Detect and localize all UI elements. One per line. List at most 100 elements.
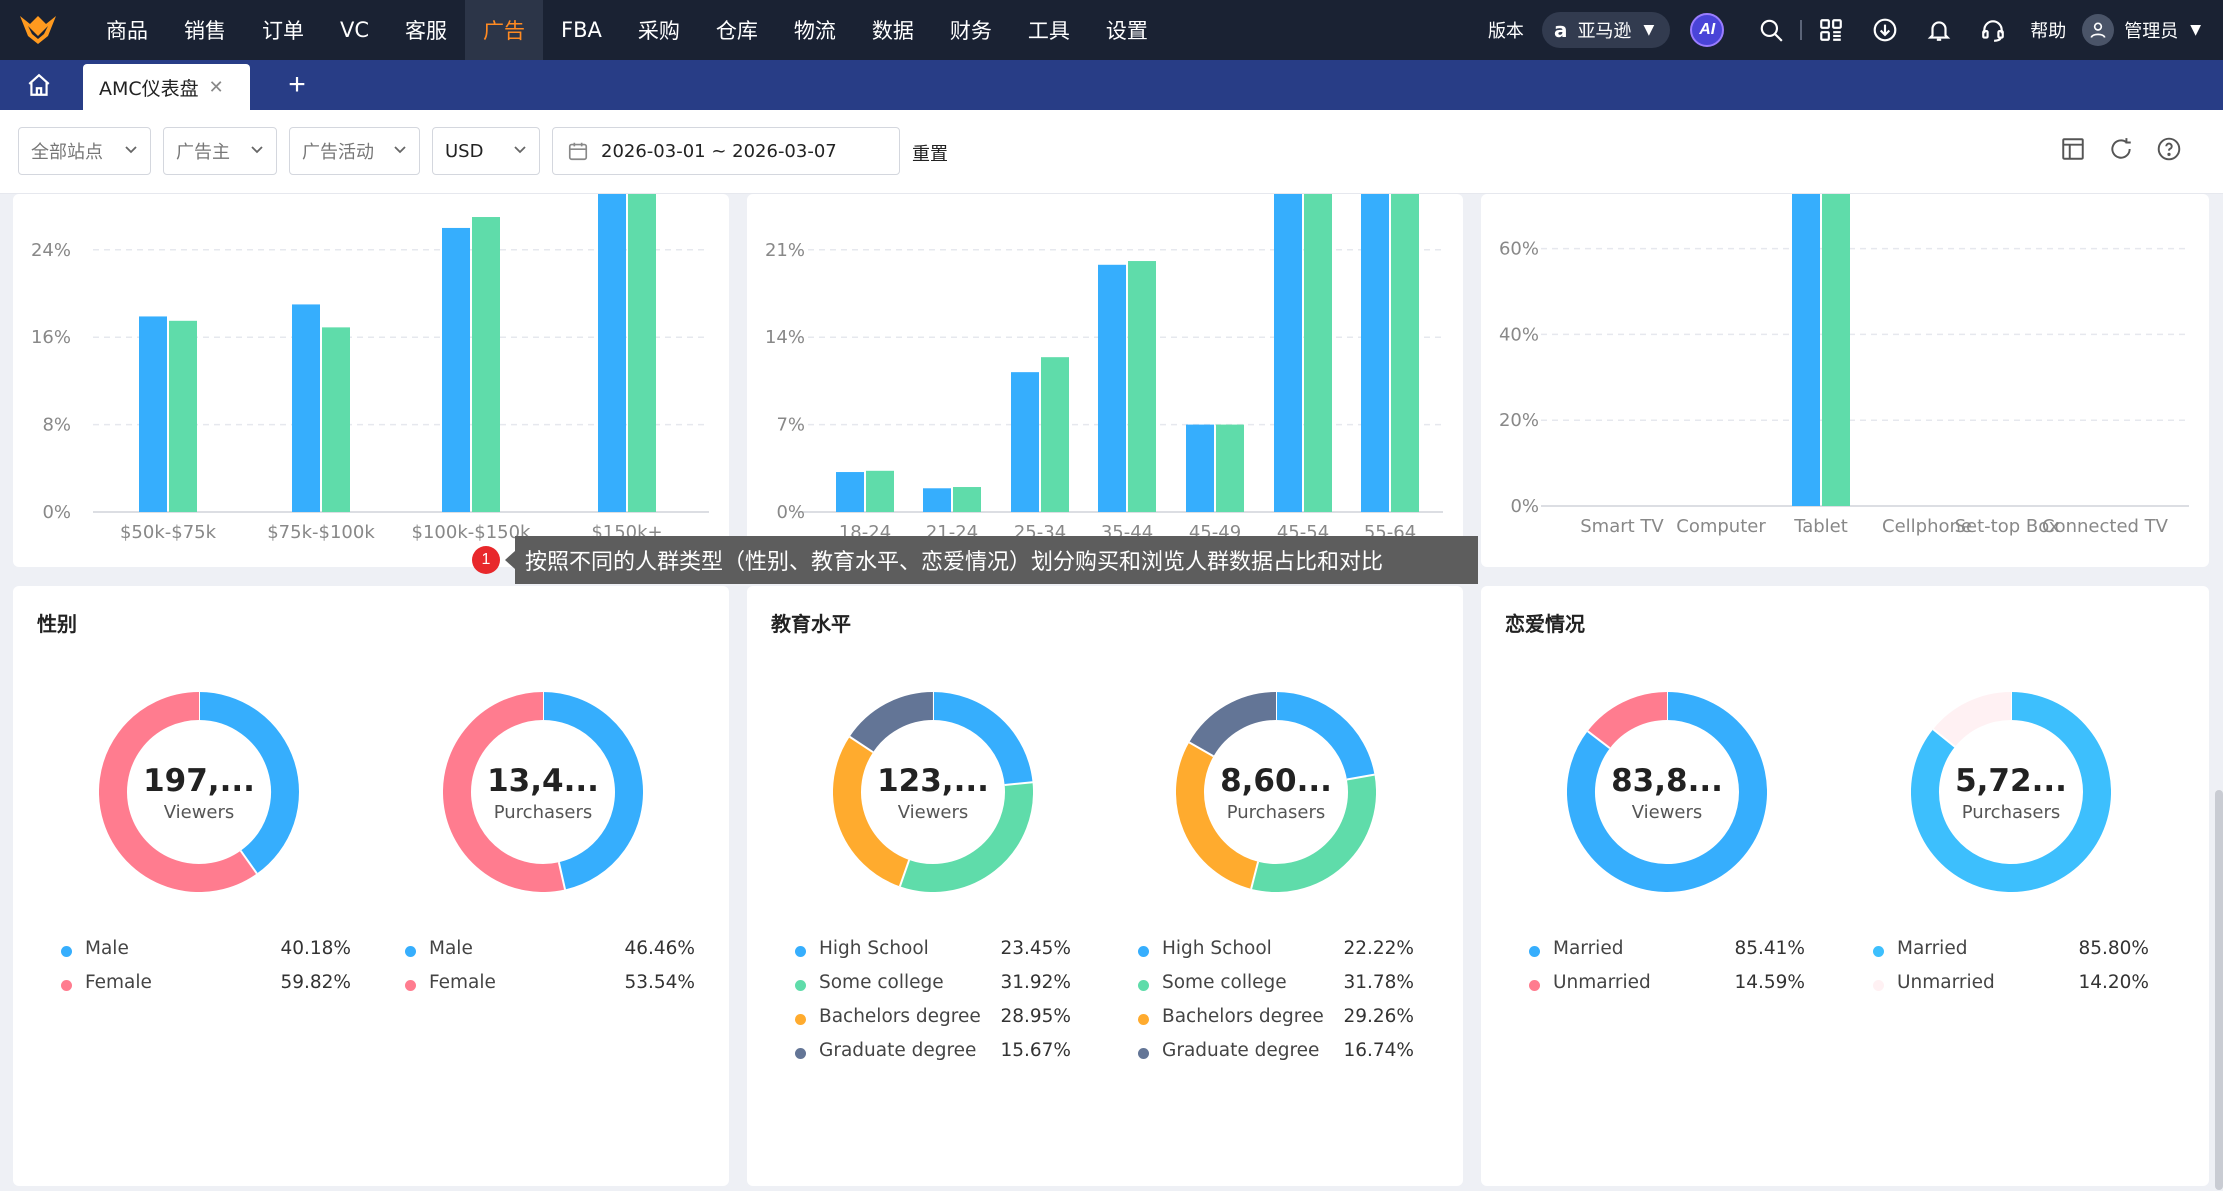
nav-item-ads[interactable]: 广告: [465, 0, 544, 60]
bar[interactable]: [1186, 424, 1214, 512]
bar[interactable]: [953, 487, 981, 512]
bar[interactable]: [836, 472, 864, 512]
donut-segment[interactable]: [1567, 692, 1767, 892]
relationship-purchasers-donut[interactable]: 5,72... Purchasers: [1911, 692, 2111, 892]
donut-segment[interactable]: [1176, 742, 1259, 889]
user-menu[interactable]: 管理员 ▼: [2082, 14, 2201, 46]
home-tab[interactable]: [0, 60, 78, 110]
site-select[interactable]: 全部站点: [18, 127, 151, 175]
campaign-select[interactable]: 广告活动: [289, 127, 420, 175]
nav-item-products[interactable]: 商品: [106, 19, 148, 43]
nav-item-fba[interactable]: FBA: [561, 18, 602, 42]
bar[interactable]: [1041, 357, 1069, 512]
close-icon[interactable]: ✕: [208, 76, 224, 98]
nav-item-purchase[interactable]: 采购: [637, 19, 680, 43]
logo[interactable]: [18, 12, 58, 48]
bar[interactable]: [1792, 194, 1820, 506]
donut-segment[interactable]: [99, 692, 257, 892]
bar[interactable]: [322, 327, 350, 512]
legend-item[interactable]: Unmarried 14.20%: [1873, 972, 2149, 1006]
legend-item[interactable]: Male 46.46%: [405, 938, 695, 972]
legend-item[interactable]: Female 59.82%: [61, 972, 351, 1006]
bar[interactable]: [472, 217, 500, 512]
legend-item[interactable]: Married 85.80%: [1873, 938, 2149, 972]
legend-item[interactable]: Graduate degree 16.74%: [1138, 1040, 1414, 1074]
donut-segment[interactable]: [542, 692, 643, 890]
nav-item-logistics[interactable]: 物流: [793, 19, 836, 43]
bar[interactable]: [139, 316, 167, 512]
bar[interactable]: [1304, 194, 1332, 512]
bar[interactable]: [1822, 194, 1850, 506]
tab-amc-dashboard[interactable]: AMC仪表盘 ✕: [83, 64, 250, 110]
advertiser-select[interactable]: 广告主: [163, 127, 277, 175]
legend-item[interactable]: Male 40.18%: [61, 938, 351, 972]
bar[interactable]: [169, 320, 197, 512]
bar[interactable]: [292, 304, 320, 512]
legend-item[interactable]: Bachelors degree 29.26%: [1138, 1006, 1414, 1040]
reset-button[interactable]: 重置: [912, 144, 948, 165]
bar[interactable]: [1274, 194, 1302, 512]
help-circle-icon[interactable]: [2145, 136, 2193, 162]
bar[interactable]: [923, 488, 951, 512]
education-purchasers-donut[interactable]: 8,60... Purchasers: [1176, 692, 1376, 892]
search-icon[interactable]: [1744, 0, 1798, 60]
bar[interactable]: [1098, 264, 1126, 512]
legend-item[interactable]: Some college 31.92%: [795, 972, 1071, 1006]
legend-item[interactable]: High School 23.45%: [795, 938, 1071, 972]
legend-item[interactable]: Female 53.54%: [405, 972, 695, 1006]
refresh-icon[interactable]: [2097, 136, 2145, 162]
donut-segment[interactable]: [932, 692, 1033, 786]
bar[interactable]: [1011, 372, 1039, 512]
donut-segment[interactable]: [849, 692, 934, 753]
nav-item-tools[interactable]: 工具: [1027, 19, 1070, 43]
legend-item[interactable]: High School 22.22%: [1138, 938, 1414, 972]
legend-item[interactable]: Some college 31.78%: [1138, 972, 1414, 1006]
donut-segment[interactable]: [1933, 692, 2012, 748]
nav-item-service[interactable]: 客服: [405, 19, 448, 43]
add-tab-button[interactable]: +: [288, 68, 306, 101]
legend-item[interactable]: Married 85.41%: [1529, 938, 1805, 972]
gender-viewers-donut[interactable]: 197,... Viewers: [99, 692, 299, 892]
marketplace-select[interactable]: a 亚马逊 ▼: [1541, 12, 1671, 48]
bar[interactable]: [1216, 424, 1244, 512]
legend-item[interactable]: Unmarried 14.59%: [1529, 972, 1805, 1006]
gender-purchasers-donut[interactable]: 13,4... Purchasers: [443, 692, 643, 892]
donut-segment[interactable]: [443, 692, 566, 892]
currency-select[interactable]: USD: [432, 127, 540, 175]
relationship-viewers-donut[interactable]: 83,8... Viewers: [1567, 692, 1767, 892]
bell-icon[interactable]: [1912, 0, 1966, 60]
donut-segment[interactable]: [1587, 692, 1668, 749]
layout-icon[interactable]: [2049, 136, 2097, 162]
bar[interactable]: [598, 194, 626, 512]
donut-segment[interactable]: [1189, 692, 1277, 757]
download-icon[interactable]: [1858, 0, 1912, 60]
help-link[interactable]: 帮助: [2030, 21, 2067, 42]
donut-segment[interactable]: [833, 736, 910, 887]
apps-grid-icon[interactable]: [1804, 0, 1858, 60]
education-viewers-donut[interactable]: 123,... Viewers: [833, 692, 1033, 892]
bar[interactable]: [628, 194, 656, 512]
bar[interactable]: [442, 227, 470, 512]
donut-segment[interactable]: [198, 692, 299, 874]
nav-item-sales[interactable]: 销售: [184, 19, 226, 43]
donut-segment[interactable]: [1275, 692, 1375, 780]
bar[interactable]: [1391, 194, 1419, 512]
bar[interactable]: [1361, 194, 1389, 512]
page-scrollbar[interactable]: [2215, 790, 2223, 1190]
headset-icon[interactable]: [1966, 0, 2020, 60]
nav-item-vc[interactable]: VC: [340, 18, 370, 42]
date-range-picker[interactable]: 2026-03-01 ~ 2026-03-07: [552, 127, 900, 175]
legend-item[interactable]: Bachelors degree 28.95%: [795, 1006, 1071, 1040]
legend-item[interactable]: Graduate degree 15.67%: [795, 1040, 1071, 1074]
bar[interactable]: [866, 470, 894, 512]
donut-segment[interactable]: [1251, 774, 1376, 892]
nav-item-finance[interactable]: 财务: [949, 19, 992, 43]
nav-item-data[interactable]: 数据: [871, 19, 914, 43]
donut-segment[interactable]: [1911, 692, 2111, 892]
nav-item-orders[interactable]: 订单: [262, 19, 304, 43]
nav-item-settings[interactable]: 设置: [1105, 19, 1148, 43]
nav-item-warehouse[interactable]: 仓库: [715, 19, 758, 43]
version-link[interactable]: 版本: [1487, 21, 1524, 42]
donut-segment[interactable]: [899, 782, 1033, 892]
ai-assistant-button[interactable]: AI: [1690, 13, 1725, 47]
